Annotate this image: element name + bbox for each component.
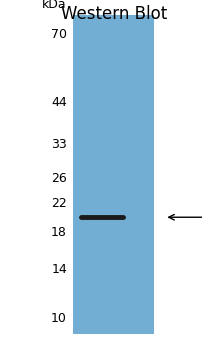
- Text: 70: 70: [51, 28, 67, 41]
- Text: 33: 33: [51, 138, 67, 151]
- Text: 18: 18: [51, 226, 67, 239]
- Text: 10: 10: [51, 312, 67, 325]
- Text: kDa: kDa: [42, 0, 67, 11]
- Text: 26: 26: [51, 173, 67, 185]
- Bar: [73, 15, 154, 334]
- Text: 22: 22: [51, 197, 67, 210]
- Text: 44: 44: [51, 96, 67, 109]
- Text: 14: 14: [51, 263, 67, 276]
- Text: Western Blot: Western Blot: [60, 5, 166, 23]
